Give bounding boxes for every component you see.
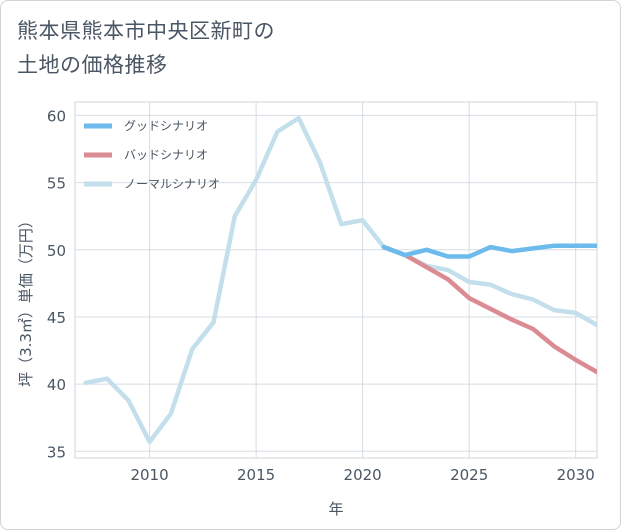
x-axis-ticks: 2010 2015 2020 2025 2030 — [130, 466, 594, 484]
series-line-normal — [83, 115, 597, 445]
x-tick-label: 2010 — [130, 466, 168, 484]
x-tick-label: 2025 — [450, 466, 488, 484]
x-tick-label: 2020 — [344, 466, 382, 484]
plot-area — [74, 101, 598, 459]
legend-label: グッドシナリオ — [124, 119, 208, 133]
y-tick-label: 50 — [47, 242, 66, 260]
chart-title: 熊本県熊本市中央区新町の 土地の価格推移 — [17, 14, 537, 82]
chart-title-line-1: 熊本県熊本市中央区新町の — [17, 19, 275, 43]
series-line-bad — [381, 244, 597, 375]
y-tick-label: 40 — [47, 376, 66, 394]
x-tick-label: 2030 — [557, 466, 595, 484]
series-lines — [83, 115, 597, 445]
x-tick-label: 2015 — [237, 466, 275, 484]
y-tick-label: 60 — [47, 107, 66, 125]
x-axis-label: 年 — [328, 500, 343, 518]
chart-title-line-2: 土地の価格推移 — [17, 53, 168, 77]
legend-label: ノーマルシナリオ — [124, 177, 220, 191]
y-tick-label: 55 — [47, 175, 66, 193]
y-tick-label: 35 — [47, 443, 66, 461]
y-axis-label: 坪（3.3㎡）単価（万円） — [17, 213, 35, 387]
series-line-good — [381, 243, 597, 259]
legend-label: バッドシナリオ — [124, 148, 208, 162]
y-axis-ticks: 35 40 45 50 55 60 — [47, 107, 66, 461]
y-tick-label: 45 — [47, 309, 66, 327]
